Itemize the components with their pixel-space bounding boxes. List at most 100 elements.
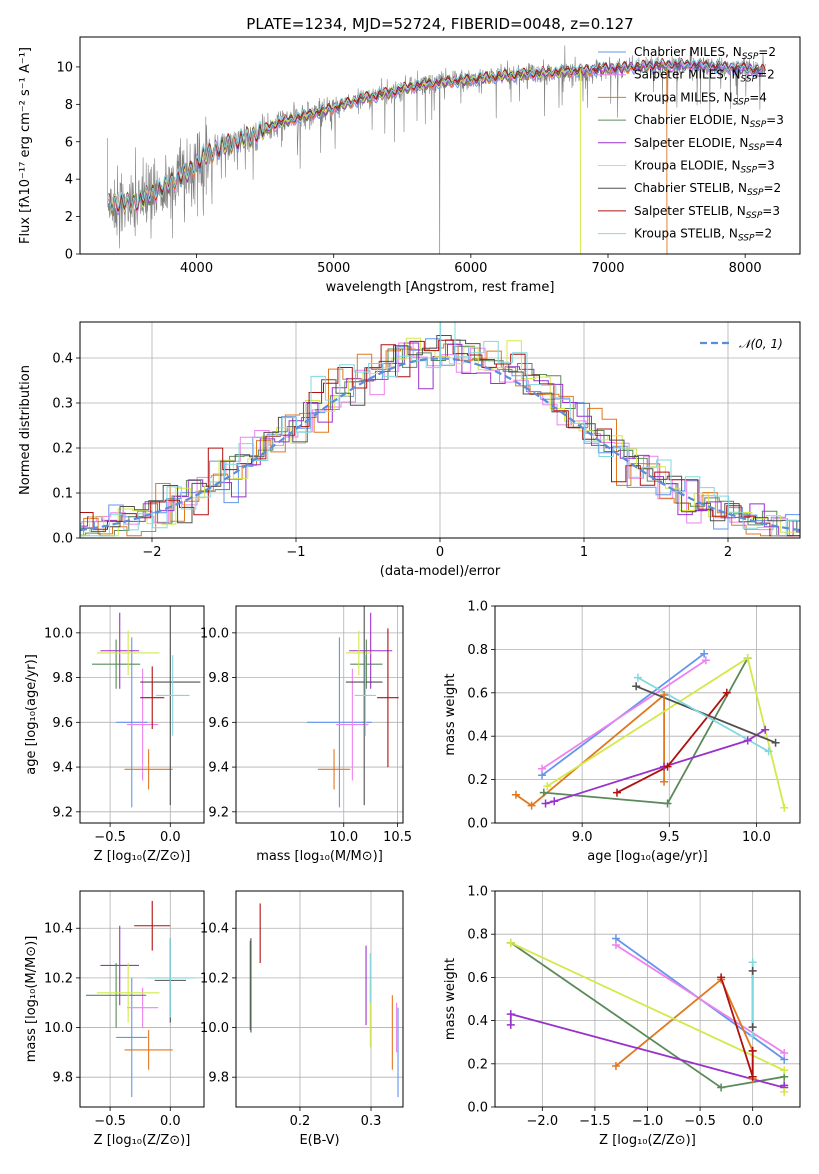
- x-tick-label: 9.5: [659, 830, 680, 845]
- y-tick-label: 10.0: [44, 1021, 73, 1036]
- weight_vs_Z-frame: [494, 890, 801, 1108]
- y-tick-label: 0.8: [467, 928, 488, 943]
- x-axis-label: Z [log₁₀(Z/Z⊙)]: [94, 849, 191, 864]
- y-tick-label: 0.3: [52, 397, 73, 412]
- weight-marker-km: [660, 690, 669, 699]
- weight-marker-ke: [743, 654, 752, 663]
- x-tick-label: 0.0: [160, 1114, 181, 1129]
- weight-line-sm: [541, 659, 707, 770]
- weight-marker-se: [541, 799, 550, 808]
- y-tick-label: 0.0: [467, 1101, 488, 1116]
- weight-marker-ke: [780, 803, 789, 812]
- x-tick-label: −1: [286, 545, 305, 560]
- y-tick-label: 0.6: [467, 971, 488, 986]
- y-tick-label: 9.8: [208, 1071, 229, 1086]
- histogram-se: [80, 342, 800, 537]
- legend-label-cs: Chabrier STELIB, NSSP=2: [634, 181, 781, 198]
- weight-marker-km: [527, 801, 536, 810]
- weight-marker-sm: [538, 764, 547, 773]
- y-tick-label: 0: [65, 248, 73, 263]
- weight-marker-sm: [780, 1049, 789, 1057]
- age_vs_mass-plot: [307, 606, 399, 808]
- normal-curve: [80, 357, 800, 532]
- x-tick-label: 4000: [180, 261, 213, 276]
- legend-label-km: Kroupa MILES, NSSP=4: [634, 90, 767, 107]
- x-tick-label: 7000: [591, 261, 624, 276]
- y-tick-label: 0.4: [52, 352, 73, 367]
- x-tick-label: −1.0: [632, 1114, 664, 1129]
- weight-line-ss: [720, 977, 754, 1078]
- x-tick-label: 10.5: [383, 830, 412, 845]
- x-axis-label: age [log₁₀(age/yr)]: [587, 849, 708, 864]
- x-tick-label: 9.0: [572, 830, 593, 845]
- weight-marker-cs: [632, 682, 641, 691]
- x-tick-label: 0: [436, 545, 444, 560]
- x-axis-label: wavelength [Angstrom, rest frame]: [326, 280, 555, 295]
- spectrum-axes: [76, 66, 746, 258]
- weight-marker-ss: [748, 1072, 757, 1081]
- legend-label-ss: Salpeter STELIB, NSSP=3: [634, 204, 780, 221]
- y-tick-label: 10.0: [200, 1021, 229, 1036]
- y-axis-label: mass weight: [443, 958, 458, 1040]
- y-tick-label: 6: [65, 135, 73, 150]
- model-spectrum-ks: [108, 58, 762, 212]
- weight-marker-se: [506, 1020, 515, 1029]
- y-tick-label: 9.2: [52, 805, 73, 820]
- y-tick-label: 0.6: [467, 686, 488, 701]
- x-axis-label: E(B-V): [299, 1133, 339, 1148]
- figure-title: PLATE=1234, MJD=52724, FIBERID=0048, z=0…: [246, 15, 633, 33]
- x-tick-label: 6000: [454, 261, 487, 276]
- y-tick-label: 10.2: [44, 971, 73, 986]
- y-tick-label: 9.8: [52, 671, 73, 686]
- y-axis-label: mass weight: [443, 673, 458, 755]
- x-tick-label: 0.0: [742, 1114, 763, 1129]
- y-tick-label: 0.0: [467, 817, 488, 832]
- x-tick-label: 2: [724, 545, 732, 560]
- histogram-cm: [80, 338, 800, 531]
- y-tick-label: 9.2: [208, 805, 229, 820]
- y-axis-label: Normed distribution: [18, 365, 33, 495]
- x-tick-label: −0.5: [94, 830, 126, 845]
- legend-label-cm: Chabrier MILES, NSSP=2: [634, 45, 776, 62]
- y-tick-label: 4: [65, 173, 73, 188]
- weight-marker-ks: [748, 958, 757, 967]
- y-tick-label: 8: [65, 98, 73, 113]
- weight-marker-sm: [701, 656, 710, 665]
- legend-label-se: Salpeter ELODIE, NSSP=4: [634, 136, 783, 153]
- y-tick-label: 0.1: [52, 487, 73, 502]
- y-tick-label: 10.0: [44, 626, 73, 641]
- y-tick-label: 9.6: [208, 716, 229, 731]
- weight-marker-se: [743, 736, 752, 745]
- mass_vs_Z-axes: [76, 891, 204, 1111]
- mass_vs_Z-plot: [86, 900, 195, 1098]
- age_vs_Z-frame: [79, 605, 205, 824]
- y-tick-label: 2: [65, 210, 73, 225]
- x-tick-label: 8000: [729, 261, 762, 276]
- y-tick-label: 0.2: [467, 773, 488, 788]
- y-tick-label: 0.4: [467, 1014, 488, 1029]
- histogram-cs: [80, 335, 800, 533]
- weight-marker-ke: [543, 782, 552, 791]
- histogram-ce: [80, 339, 800, 537]
- age_vs_mass-axes: [232, 606, 403, 827]
- x-tick-label: 0.0: [160, 830, 181, 845]
- weight-line-ce: [543, 657, 749, 805]
- y-tick-label: 10: [56, 60, 73, 75]
- legend-label-ks: Kroupa STELIB, NSSP=2: [634, 227, 772, 244]
- weight-marker-km: [660, 777, 669, 786]
- mass_vs_ebv-plot: [249, 903, 399, 1098]
- histogram-ss: [80, 339, 800, 537]
- x-tick-label: −0.5: [94, 1114, 126, 1129]
- age_vs_Z-axes: [76, 606, 204, 827]
- y-tick-label: 9.4: [208, 761, 229, 776]
- y-tick-label: 10.4: [44, 922, 73, 937]
- x-tick-label: −2.0: [527, 1114, 559, 1129]
- spectrum-frame: [79, 36, 801, 255]
- y-tick-label: 0.4: [467, 730, 488, 745]
- weight-marker-ke: [780, 1087, 789, 1096]
- weight-line-km: [515, 693, 665, 807]
- weight-marker-se: [550, 797, 559, 806]
- x-axis-label: Z [log₁₀(Z/Z⊙)]: [599, 1133, 696, 1148]
- x-axis-label: mass [log₁₀(M/M⊙)]: [256, 849, 383, 864]
